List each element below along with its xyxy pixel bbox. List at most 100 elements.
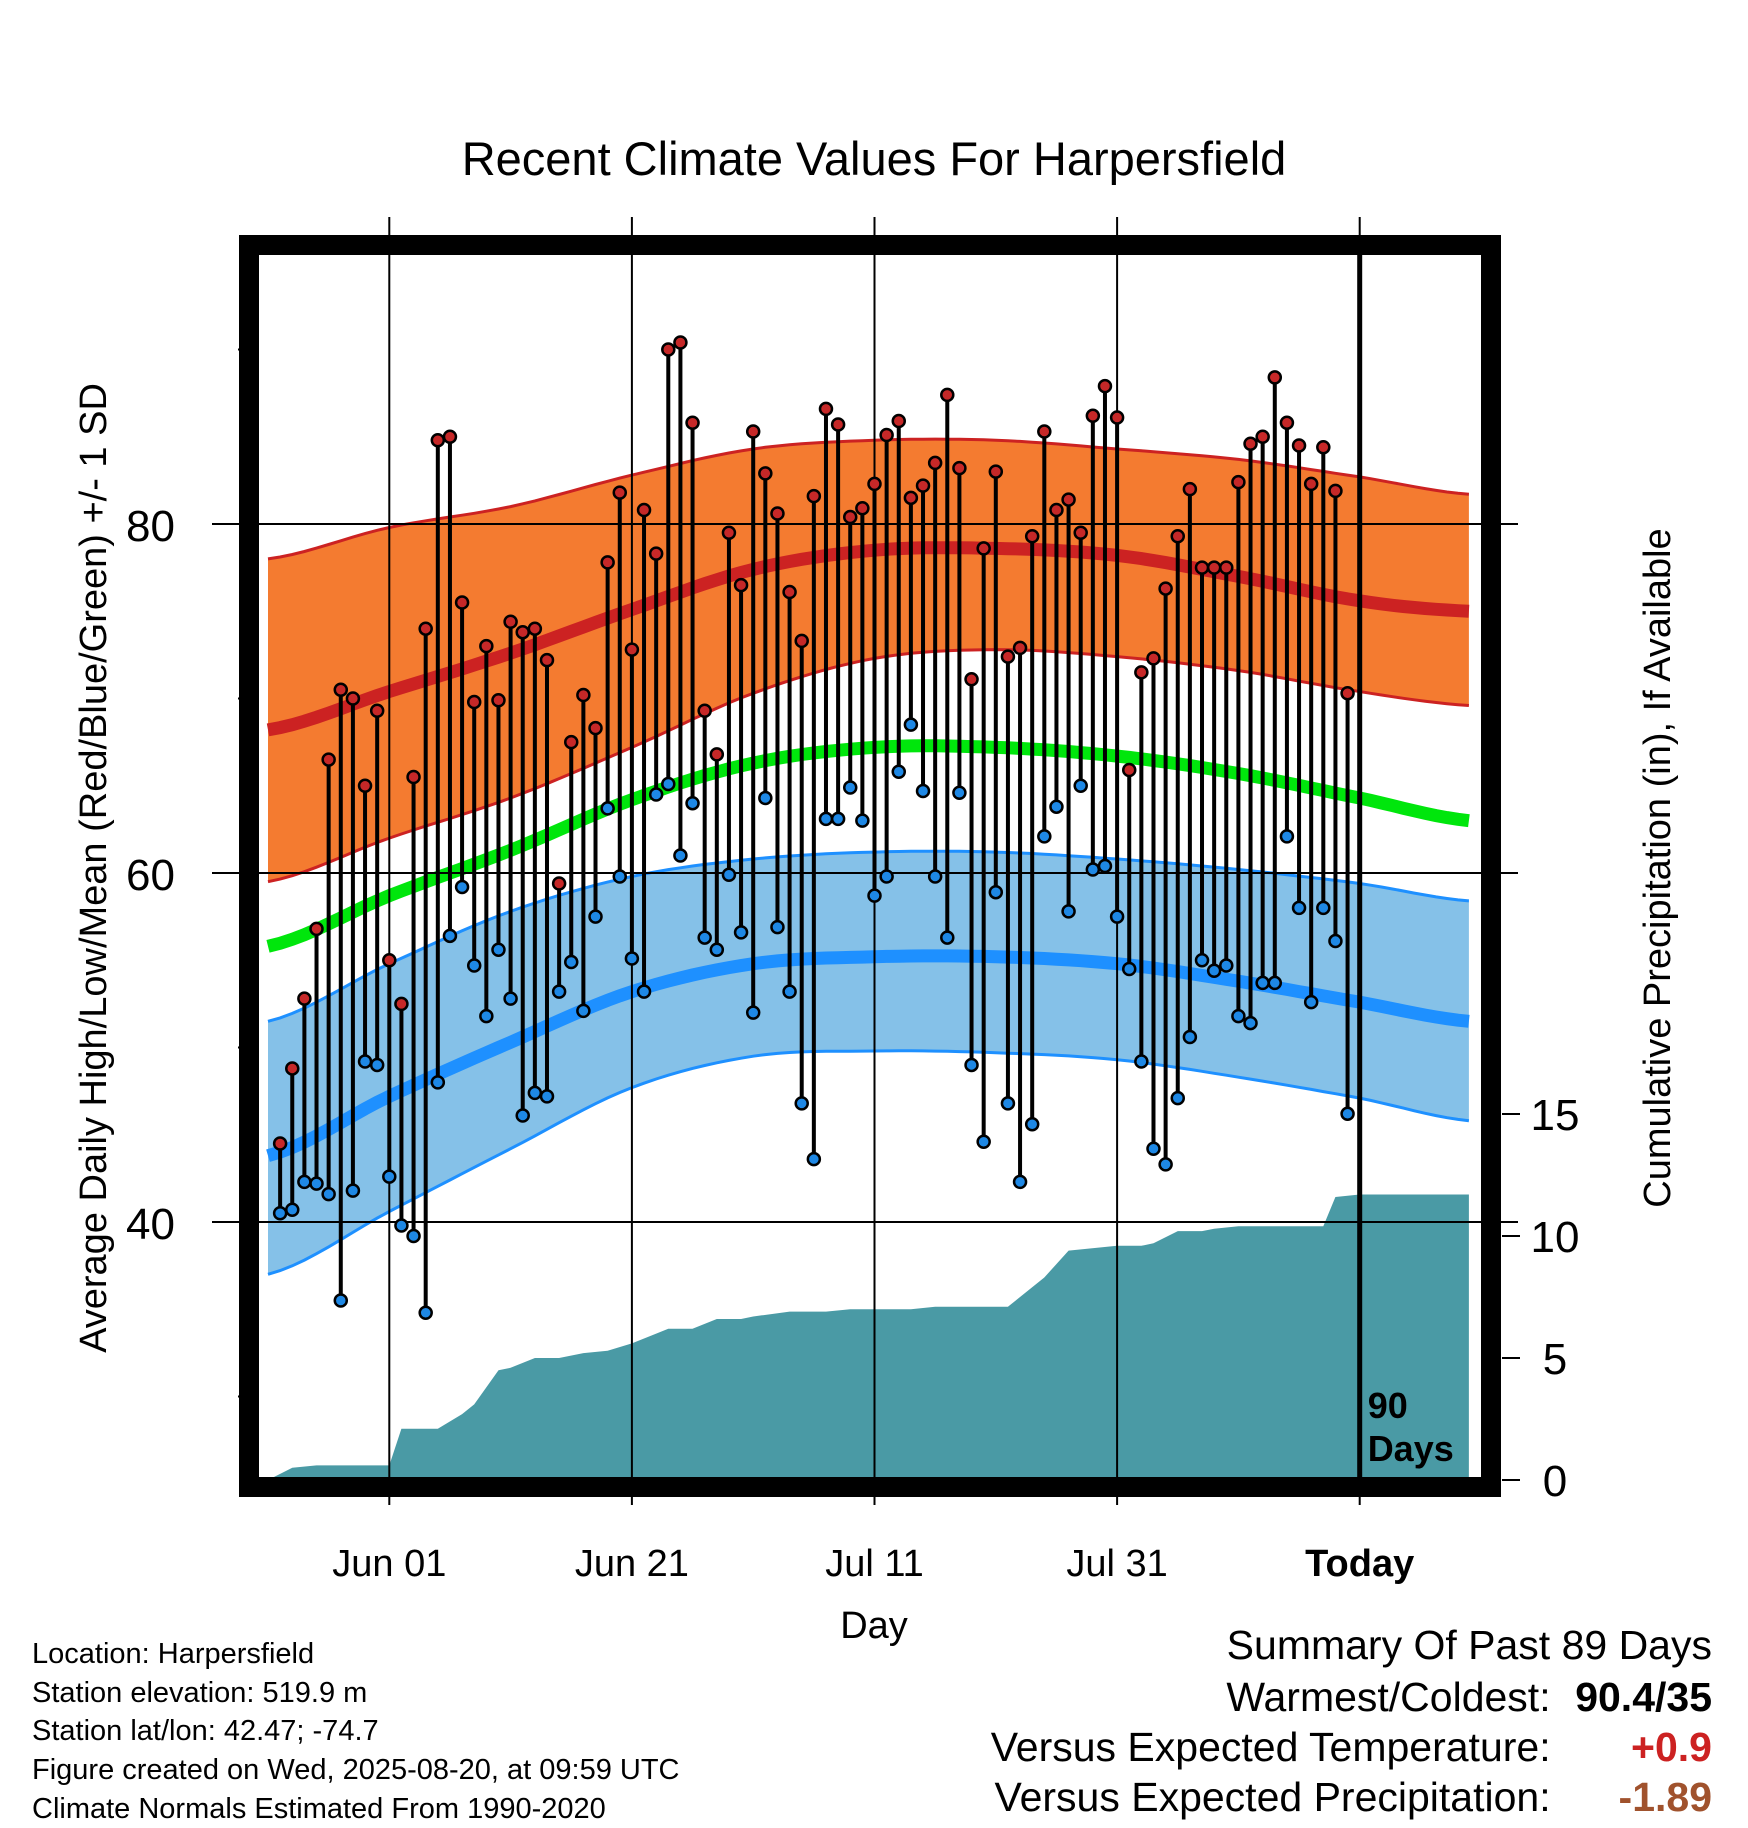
low-point [818,811,834,827]
low-point [1267,975,1283,991]
low-point [515,1108,530,1123]
high-point [1049,502,1064,518]
info-latlon: Station lat/lon: 42.47; -74.7 [32,1715,379,1747]
high-point [564,734,579,750]
high-point [1097,378,1113,394]
high-point [1158,581,1173,596]
high-point [539,652,555,668]
low-point [1085,862,1101,877]
low-point [927,869,943,884]
low-point [1206,963,1222,978]
high-point [770,506,785,521]
low-point [1037,829,1052,844]
high-point [272,1136,288,1151]
y-tick-label: 80 [126,502,175,551]
low-point [794,1096,809,1111]
low-point [952,785,967,800]
info-elevation: Station elevation: 519.9 m [32,1677,368,1709]
low-point [624,951,640,966]
y2-tick-label: 10 [1531,1213,1580,1262]
high-point [551,876,567,891]
low-point [1243,1015,1258,1031]
info-normals: Climate Normals Estimated From 1990-2020 [32,1793,606,1825]
high-point [624,642,640,657]
low-point [1061,904,1076,919]
high-point [940,387,955,403]
low-point [1328,933,1343,949]
high-point [1024,528,1040,544]
high-point [406,769,421,785]
high-point [976,541,991,556]
high-point [1231,474,1246,490]
y2-tick-label: 0 [1543,1457,1567,1506]
high-point [576,687,591,703]
high-point [503,614,518,629]
low-point [357,1054,373,1069]
high-point [369,703,385,718]
low-point [527,1085,543,1101]
low-point [382,1169,397,1184]
high-point [454,595,470,610]
y2-axis-label: Cumulative Precipitation (in), If Availa… [1637,528,1679,1207]
high-point [1061,492,1076,507]
x-tick-label: Today [1305,1543,1414,1585]
high-point [1000,649,1016,664]
high-point [1340,686,1355,701]
low-point [394,1218,409,1233]
high-point [357,778,373,793]
low-point [333,1293,349,1308]
low-point [454,879,470,895]
high-point [1121,762,1137,778]
low-point [1255,975,1270,991]
high-point [721,525,737,540]
summary-heading: Summary Of Past 89 Days [1226,1622,1712,1668]
high-point [636,502,652,518]
high-point [1255,429,1270,444]
high-point [1328,483,1343,499]
low-point [1012,1174,1028,1190]
low-point [564,954,579,970]
high-point [952,460,967,476]
low-point [1146,1141,1161,1156]
high-point [442,429,458,444]
low-point [539,1089,555,1104]
low-point [406,1228,421,1244]
low-point [733,925,749,940]
high-point [382,953,397,968]
y-tick-label: 60 [126,851,175,900]
high-point [988,464,1004,479]
high-point [1012,640,1028,656]
high-point [297,991,312,1006]
high-point [806,488,822,504]
high-point [891,413,907,429]
high-point [927,455,943,471]
high-point [1291,438,1307,453]
low-point [285,1202,300,1218]
low-point [1049,799,1064,814]
high-point [964,672,979,687]
x-axis-label: Day [840,1605,908,1647]
high-point [794,633,809,649]
low-point [1291,900,1307,916]
high-point [915,478,931,493]
y-axis-label: Average Daily High/Low/Mean (Red/Blue/Gr… [73,383,115,1353]
low-point [697,930,712,945]
low-point [369,1057,385,1073]
low-point [1158,1157,1173,1172]
high-point [903,490,919,506]
summary-temp-value: +0.9 [1631,1724,1712,1770]
low-point [1279,829,1295,844]
low-point [721,867,737,882]
high-point [818,401,834,417]
low-point [685,795,700,811]
low-point [551,984,567,999]
low-point [709,942,725,958]
low-point [1182,1029,1198,1045]
y2-tick-label: 15 [1531,1091,1580,1140]
summary-temp: Versus Expected Temperature: +0.9 [991,1727,1712,1768]
y-tick-label: 40 [126,1200,175,1249]
high-point [661,342,676,357]
low-point [964,1057,979,1073]
low-point [903,717,919,732]
high-point [648,546,664,561]
